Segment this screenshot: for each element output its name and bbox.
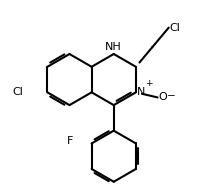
Text: −: − bbox=[166, 91, 175, 101]
Text: Cl: Cl bbox=[12, 87, 23, 97]
Text: +: + bbox=[145, 79, 153, 88]
Text: F: F bbox=[67, 136, 74, 146]
Text: NH: NH bbox=[105, 42, 122, 52]
Text: Cl: Cl bbox=[170, 23, 181, 33]
Text: O: O bbox=[159, 92, 168, 102]
Text: N: N bbox=[137, 87, 145, 97]
